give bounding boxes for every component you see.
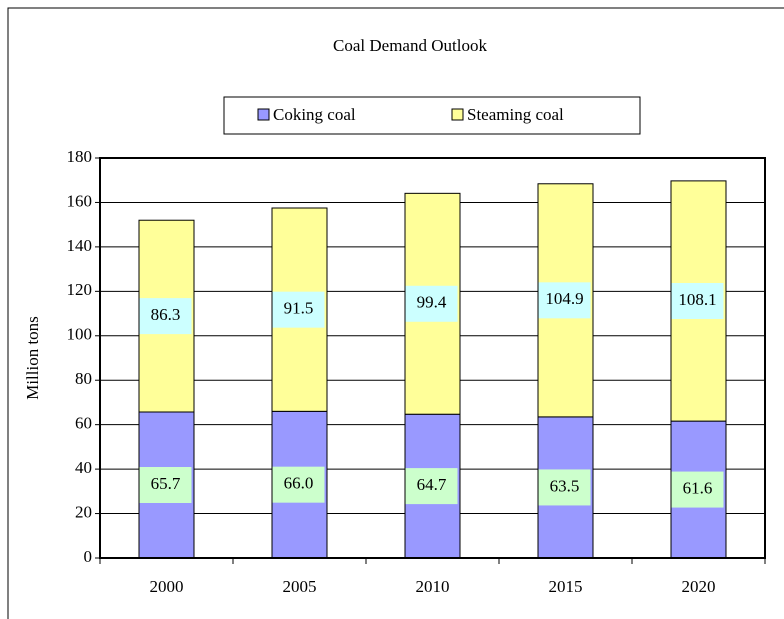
chart-title: Coal Demand Outlook [333, 36, 487, 55]
y-tick-label: 0 [84, 547, 93, 566]
data-label-bg [272, 291, 325, 328]
y-axis-title: Million tons [23, 316, 42, 400]
legend-swatch [451, 108, 464, 121]
y-tick-label: 40 [75, 458, 92, 477]
data-label-bg [405, 468, 458, 505]
y-tick-label: 20 [75, 502, 92, 521]
x-tick-label: 2000 [150, 577, 184, 596]
data-label-bg [139, 298, 192, 335]
data-label-bg [139, 467, 192, 503]
data-label-bg [405, 285, 458, 322]
data-label-bg [538, 282, 591, 319]
data-label: 66.0 [284, 474, 314, 493]
legend-box [223, 96, 641, 135]
data-label: 63.5 [550, 476, 580, 495]
legend-label: Steaming coal [467, 105, 564, 124]
x-tick-label: 2015 [549, 577, 583, 596]
data-label-bg [671, 283, 724, 319]
y-tick-label: 100 [67, 325, 93, 344]
data-label: 61.6 [683, 478, 713, 497]
data-label-bg [272, 466, 325, 503]
data-label: 108.1 [678, 290, 716, 309]
plot-border [99, 157, 766, 559]
y-tick-label: 160 [67, 191, 93, 210]
data-label: 99.4 [417, 293, 447, 312]
data-label: 64.7 [417, 475, 447, 494]
y-tick-label: 120 [67, 280, 93, 299]
data-label-bg [538, 469, 591, 506]
y-tick-label: 140 [67, 236, 93, 255]
y-tick-label: 80 [75, 369, 92, 388]
data-label: 104.9 [545, 289, 583, 308]
data-label-bg [671, 471, 724, 508]
legend-label: Coking coal [273, 105, 356, 124]
x-tick-label: 2010 [416, 577, 450, 596]
x-tick-label: 2020 [682, 577, 716, 596]
legend-swatch [257, 108, 270, 121]
data-label: 65.7 [151, 474, 181, 493]
x-tick-label: 2005 [283, 577, 317, 596]
data-label: 86.3 [151, 305, 181, 324]
y-tick-label: 60 [75, 414, 92, 433]
y-tick-label: 180 [67, 147, 93, 166]
data-label: 91.5 [284, 299, 314, 318]
